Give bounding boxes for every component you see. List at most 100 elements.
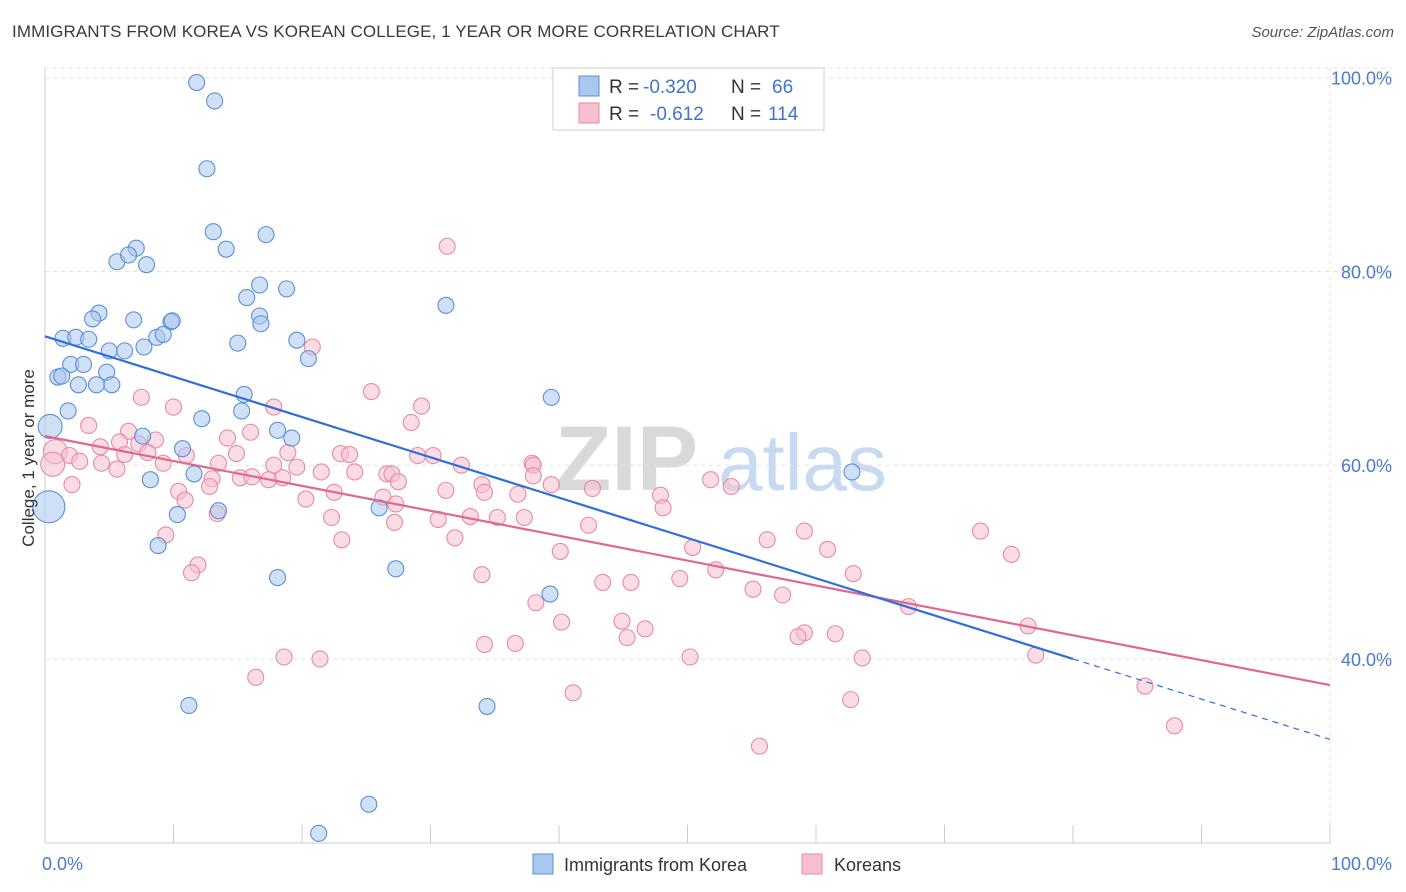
data-point-koreans bbox=[312, 463, 330, 481]
data-point-immigrants bbox=[229, 334, 247, 352]
data-point-immigrants bbox=[75, 355, 93, 373]
data-point-koreans bbox=[527, 594, 545, 612]
data-point-koreans bbox=[209, 454, 228, 472]
data-point-koreans bbox=[744, 580, 762, 598]
data-point-koreans bbox=[323, 508, 341, 527]
data-point-koreans bbox=[515, 508, 533, 527]
data-point-koreans bbox=[385, 513, 404, 531]
y-tick-label: 60.0% bbox=[1341, 456, 1392, 476]
legend-n-label-2: N = bbox=[731, 104, 761, 125]
data-point-koreans bbox=[182, 564, 201, 582]
trend-line-koreans bbox=[44, 435, 1331, 687]
chart-title: IMMIGRANTS FROM KOREA VS KOREAN COLLEGE,… bbox=[12, 22, 780, 41]
bottom-legend-swatch-blue bbox=[532, 853, 554, 875]
data-point-koreans bbox=[92, 454, 111, 472]
data-point-immigrants bbox=[37, 413, 63, 439]
data-point-immigrants bbox=[80, 330, 98, 348]
legend-n-value-2: 114 bbox=[768, 104, 799, 125]
data-point-koreans bbox=[132, 388, 150, 406]
data-point-immigrants bbox=[269, 569, 287, 587]
data-point-koreans bbox=[564, 684, 582, 702]
data-point-immigrants bbox=[478, 697, 496, 715]
data-point-immigrants bbox=[542, 388, 560, 406]
data-point-koreans bbox=[71, 452, 89, 470]
data-point-koreans bbox=[116, 445, 134, 464]
data-point-koreans bbox=[473, 566, 491, 584]
data-point-immigrants bbox=[69, 376, 87, 394]
data-point-immigrants bbox=[188, 73, 206, 92]
data-point-koreans bbox=[524, 467, 542, 485]
bottom-legend-swatch-pink bbox=[801, 853, 823, 875]
data-point-koreans bbox=[362, 383, 380, 401]
bottom-legend-label-blue: Immigrants from Korea bbox=[564, 855, 748, 875]
data-point-koreans bbox=[437, 481, 455, 499]
data-point-koreans bbox=[594, 573, 612, 591]
data-point-koreans bbox=[551, 542, 569, 560]
data-point-koreans bbox=[795, 522, 813, 540]
legend: R = -0.320 N = 66 R = -0.612 N = 114 bbox=[552, 67, 825, 131]
data-point-immigrants bbox=[238, 289, 256, 307]
data-point-immigrants bbox=[252, 315, 270, 333]
data-point-immigrants bbox=[209, 502, 228, 520]
data-point-koreans bbox=[853, 649, 871, 667]
data-point-immigrants bbox=[149, 537, 167, 555]
data-point-immigrants bbox=[173, 440, 192, 458]
data-point-immigrants bbox=[437, 296, 455, 314]
data-point-immigrants bbox=[387, 560, 405, 578]
data-point-koreans bbox=[63, 476, 81, 494]
data-point-koreans bbox=[722, 477, 740, 496]
data-point-koreans bbox=[580, 516, 598, 534]
watermark-atlas: atlas bbox=[718, 418, 887, 507]
data-point-immigrants bbox=[269, 421, 287, 439]
source-label: Source: ZipAtlas.com bbox=[1251, 24, 1394, 41]
data-point-immigrants bbox=[185, 465, 203, 483]
legend-n-label-1: N = bbox=[731, 77, 761, 98]
data-point-koreans bbox=[671, 569, 689, 588]
data-point-immigrants bbox=[843, 463, 861, 481]
data-point-koreans bbox=[275, 648, 293, 666]
trend-line-immigrants bbox=[44, 335, 1074, 660]
y-axis-title: College, 1 year or more bbox=[19, 369, 38, 547]
bottom-legend-label-pink: Koreans bbox=[834, 855, 901, 875]
data-point-koreans bbox=[402, 414, 420, 432]
data-point-koreans bbox=[844, 565, 862, 583]
data-point-koreans bbox=[333, 531, 351, 549]
data-point-koreans bbox=[618, 629, 636, 647]
data-point-koreans bbox=[654, 499, 672, 517]
y-tick-label: 40.0% bbox=[1341, 650, 1392, 670]
trend-lines bbox=[44, 335, 1331, 740]
data-point-immigrants bbox=[283, 429, 301, 447]
legend-swatch-pink bbox=[578, 102, 600, 124]
data-point-immigrants bbox=[135, 338, 153, 356]
data-point-koreans bbox=[475, 635, 494, 653]
data-point-koreans bbox=[583, 479, 601, 497]
legend-r-label-1: R = bbox=[609, 77, 639, 98]
legend-r-label-2: R = bbox=[609, 104, 639, 125]
data-point-koreans bbox=[789, 628, 807, 646]
data-point-koreans bbox=[340, 445, 359, 464]
data-point-koreans bbox=[758, 531, 776, 549]
data-point-koreans bbox=[1002, 545, 1020, 563]
data-point-immigrants bbox=[59, 402, 77, 420]
data-point-immigrants bbox=[257, 226, 275, 244]
data-point-koreans bbox=[819, 540, 837, 559]
data-point-koreans bbox=[702, 471, 720, 489]
data-point-koreans bbox=[164, 398, 183, 416]
tick-labels: 40.0% 60.0% 80.0% 100.0% 0.0% 100.0% bbox=[42, 69, 1392, 874]
data-point-immigrants bbox=[193, 410, 211, 428]
data-point-koreans bbox=[1165, 717, 1184, 735]
data-point-koreans bbox=[389, 473, 407, 491]
data-point-immigrants bbox=[163, 312, 181, 330]
data-point-koreans bbox=[412, 397, 431, 415]
x-tick-label-max: 100.0% bbox=[1331, 854, 1392, 874]
data-point-koreans bbox=[774, 586, 792, 604]
data-point-immigrants bbox=[154, 325, 172, 343]
data-point-immigrants bbox=[137, 256, 156, 274]
data-point-immigrants bbox=[141, 471, 159, 489]
data-point-koreans bbox=[200, 477, 219, 496]
legend-swatch-blue bbox=[578, 75, 600, 97]
data-point-koreans bbox=[242, 423, 260, 441]
data-point-koreans bbox=[636, 620, 654, 638]
data-point-immigrants bbox=[32, 490, 66, 524]
legend-r-value-2: -0.612 bbox=[650, 104, 704, 125]
